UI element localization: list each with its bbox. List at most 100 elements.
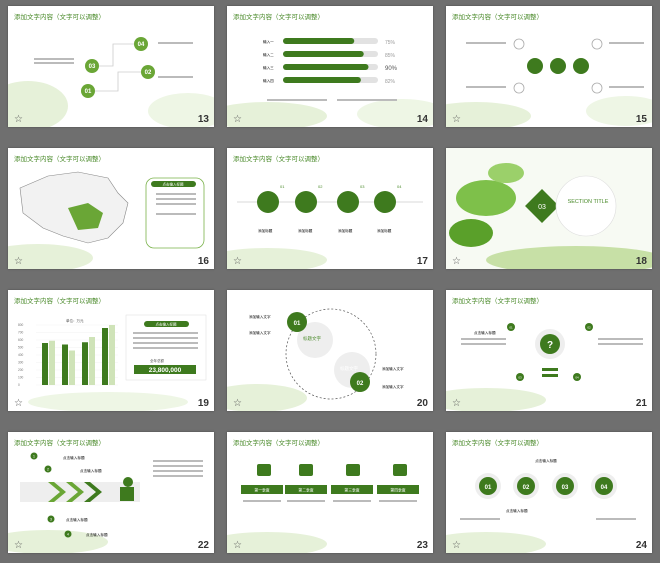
step-label-2: 添加标题 [298, 228, 313, 233]
slide-title: 添加文字内容（文字可以调整） [14, 439, 105, 447]
bar-series [42, 325, 115, 385]
circle-steps: 01 02 03 04 点击输入标题 点击输入标题 [446, 458, 636, 553]
slide-number: 13 [197, 114, 209, 125]
step-num-4: 04 [397, 184, 402, 189]
row-2: 点击输入标题 [80, 468, 102, 473]
section-cover: 03 SECTION TITLE [446, 148, 652, 269]
step-1: 1 [33, 455, 35, 459]
slide-thumb-16[interactable]: 点击输入标题 添加文字内容（文字可以调整） ☆ 16 [8, 148, 214, 269]
slide-thumb-13[interactable]: 03 01 04 02 添加文字内容（文字可以调整） ☆ 13 [8, 6, 214, 127]
leaf-background: 03 01 04 02 [8, 37, 214, 127]
slide-thumb-15[interactable]: 添加文字内容（文字可以调整） ☆ 15 [446, 6, 652, 127]
slide-thumb-14[interactable]: 输入一 输入二 输入三 输入四 75% 85% 90% 82% 添加文字内容（文… [227, 6, 433, 127]
slide-title: 添加文字内容（文字可以调整） [452, 297, 543, 305]
slide-thumb-17[interactable]: 01 02 03 04 添加标题 添加标题 添加标题 添加标题 添加文字内容（文… [227, 148, 433, 269]
progress-bars: 输入一 输入二 输入三 输入四 75% 85% 90% 82% [227, 38, 433, 127]
item-2: 添加输入文字 [249, 330, 271, 335]
slide-thumb-24[interactable]: 01 02 03 04 点击输入标题 点击输入标题 添加文字内容（文字可以调整）… [446, 432, 652, 553]
bar-value-4: 82% [385, 79, 396, 85]
circle-02: 02 [357, 381, 364, 387]
star-icon[interactable]: ☆ [452, 540, 461, 551]
slide-thumb-21[interactable]: ? 01 02 03 04 点击输入标题 添加文字内容（文字可以调整） ☆ 21 [446, 290, 652, 411]
y-tick-label: 500 [18, 346, 24, 350]
slide-number: 20 [416, 398, 428, 409]
step-label-3: 添加标题 [338, 228, 353, 233]
star-icon[interactable]: ☆ [233, 114, 242, 125]
panel-title: 点击输入标题 [156, 322, 177, 327]
slide-number: 17 [416, 256, 428, 267]
circle-01: 01 [85, 89, 92, 95]
bottom-label: 点击输入标题 [506, 508, 528, 513]
slide-thumb-20[interactable]: 01 02 标题文字 标题文字 添加输入文字 添加输入文字 添加输入文字 添加输… [227, 290, 433, 411]
star-icon[interactable]: ☆ [452, 256, 461, 267]
step-num-2: 02 [318, 184, 323, 189]
bar [89, 337, 95, 385]
circle-01: 01 [485, 485, 492, 491]
slide-thumb-22[interactable]: 1 2 3 4 点击输入标题 点击输入标题 点击输入标题 点击输入标题 添加文字… [8, 432, 214, 553]
bar-label-1: 输入一 [263, 39, 274, 44]
y-tick-label: 300 [18, 361, 24, 365]
quarter-3: 第三季度 [344, 488, 359, 493]
slide-title: 添加文字内容（文字可以调整） [14, 155, 105, 163]
circle-03: 03 [562, 485, 569, 491]
star-icon[interactable]: ☆ [14, 256, 23, 267]
item-3: 添加输入文字 [382, 366, 404, 371]
step-2: 2 [47, 468, 49, 472]
step-label-1: 添加标题 [258, 228, 273, 233]
total-label: 全年总额 [150, 358, 164, 363]
question-diagram: ? 01 02 03 04 点击输入标题 [446, 323, 643, 411]
slide-number: 16 [197, 256, 209, 267]
quarter-1: 第一季度 [254, 488, 269, 493]
circle-title-2: 标题文字 [340, 365, 358, 372]
row-4: 点击输入标题 [86, 532, 108, 537]
slide-title: 添加文字内容（文字可以调整） [452, 439, 543, 447]
star-icon[interactable]: ☆ [14, 114, 23, 125]
bar [42, 343, 48, 385]
slide-number: 18 [635, 256, 647, 267]
slide-number: 19 [197, 398, 209, 409]
star-icon[interactable]: ☆ [233, 398, 242, 409]
progress-fill-1 [283, 38, 355, 44]
num-1: 01 [509, 326, 513, 330]
slide-thumb-18[interactable]: 03 SECTION TITLE ☆ 18 [446, 148, 652, 269]
icon-network [446, 38, 652, 127]
item-4: 添加输入文字 [382, 384, 404, 389]
y-tick-label: 600 [18, 338, 24, 342]
bar-value-3: 90% [385, 66, 398, 72]
slide-title: 添加文字内容（文字可以调整） [233, 155, 324, 163]
star-icon[interactable]: ☆ [233, 256, 242, 267]
circle-02: 02 [523, 485, 530, 491]
label-1: 点击输入标题 [474, 330, 496, 335]
star-icon[interactable]: ☆ [452, 114, 461, 125]
slide-title: 添加文字内容（文字可以调整） [233, 439, 324, 447]
star-icon[interactable]: ☆ [14, 540, 23, 551]
map-label: 点击输入标题 [163, 182, 184, 187]
quarter-4: 第四季度 [390, 488, 405, 493]
process-steps: 01 02 03 04 添加标题 添加标题 添加标题 添加标题 [227, 184, 423, 269]
progress-fill-2 [283, 51, 364, 57]
bar-label-4: 输入四 [263, 78, 274, 83]
bar [82, 342, 88, 385]
step-num-1: 01 [280, 184, 285, 189]
step-num-3: 03 [360, 184, 365, 189]
slide-thumb-19[interactable]: 单位：万元 800 700 600 500 400 300 200 100 0 点击输入标题 全… [8, 290, 214, 411]
star-icon[interactable]: ☆ [452, 398, 461, 409]
slide-title: 添加文字内容（文字可以调整） [233, 13, 324, 21]
step-label-4: 添加标题 [377, 228, 392, 233]
step-3: 3 [50, 518, 52, 522]
section-title: SECTION TITLE [568, 199, 609, 205]
circle-01: 01 [294, 321, 301, 327]
bar-value-2: 85% [385, 53, 396, 59]
circle-02: 02 [145, 70, 152, 76]
bar [69, 350, 75, 385]
quarter-cards: 第一季度 第二季度 第三季度 第四季度 [227, 464, 419, 553]
y-tick-label: 0 [18, 383, 20, 387]
slide-number: 24 [635, 540, 647, 551]
slide-number: 15 [635, 114, 647, 125]
star-icon[interactable]: ☆ [14, 398, 23, 409]
star-icon[interactable]: ☆ [233, 540, 242, 551]
y-tick-label: 800 [18, 323, 24, 327]
item-1: 添加输入文字 [249, 314, 271, 319]
circle-04: 04 [138, 42, 145, 48]
slide-thumb-23[interactable]: 第一季度 第二季度 第三季度 第四季度 添加文字内容（文字可以调整） ☆ 23 [227, 432, 433, 553]
